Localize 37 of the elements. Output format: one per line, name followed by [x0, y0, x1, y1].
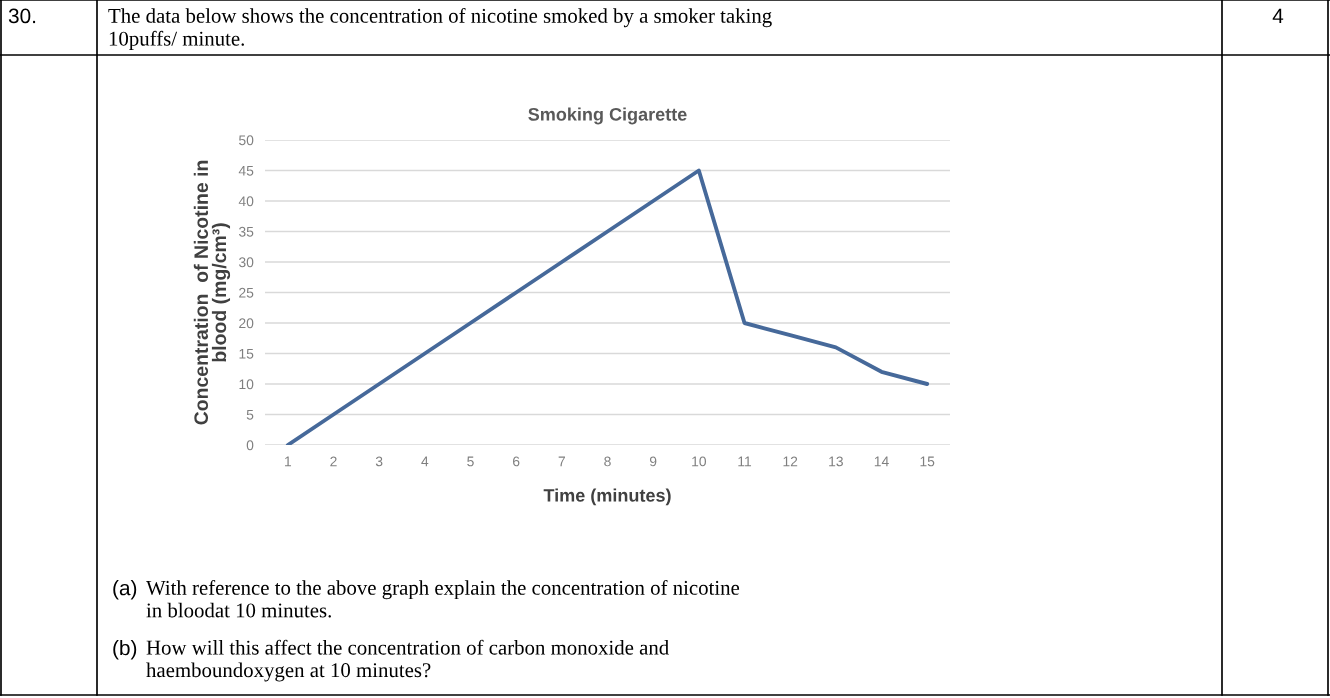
x-tick-label: 9: [649, 456, 657, 467]
y-tick-label: 40: [238, 196, 254, 207]
y-axis-title: Concentration of Nicotine in blood (mg/cm³): [193, 160, 231, 425]
x-tick-label: 8: [604, 456, 611, 467]
y-tick-label: 25: [239, 287, 254, 298]
line-series: [285, 168, 930, 445]
x-tick-label: 2: [330, 456, 337, 467]
x-tick-label: 6: [513, 456, 520, 467]
x-tick-label: 3: [375, 456, 383, 467]
y-tick-label: 50: [239, 135, 254, 146]
text: How will this affect the concentration of carbon monoxide and haemboundoxygen at 10 minutes?: [146, 639, 669, 682]
x-tick-label: 15: [920, 456, 935, 467]
y-tick-label: 15: [239, 348, 254, 359]
text: 4: [1272, 8, 1284, 24]
y-tick-label: 10: [239, 379, 254, 390]
text: With reference to the above graph explain the concentration of nicotine in bloodat 10 minutes.: [146, 580, 740, 618]
x-tick-label: 12: [783, 456, 798, 467]
x-tick-label: 5: [467, 456, 474, 467]
y-tick-label: 35: [238, 226, 254, 237]
text: The data below shows the concentration of nicotine smoked by a smoker taking 10puffs/ minute.: [108, 8, 772, 50]
x-tick-label: 4: [421, 456, 429, 467]
y-tick-label: 20: [239, 318, 254, 329]
x-tick-label: 10: [692, 456, 707, 467]
x-tick-label: 1: [285, 456, 292, 467]
x-tick-label: 11: [738, 456, 752, 467]
text: (b): [113, 640, 137, 660]
y-tick-label: 30: [238, 257, 254, 268]
chart-title: Smoking Cigarette: [528, 107, 687, 125]
x-tick-label: 13: [829, 456, 843, 467]
x-tick-label: 7: [558, 456, 565, 467]
text: (a): [113, 580, 137, 600]
text: 30.: [8, 8, 36, 24]
y-tick-label: 45: [238, 165, 254, 176]
y-tick-label: 0: [246, 440, 254, 451]
y-tick-label: 5: [246, 409, 254, 420]
x-axis-title: Time (minutes): [543, 488, 671, 506]
x-tick-label: 14: [874, 456, 889, 467]
